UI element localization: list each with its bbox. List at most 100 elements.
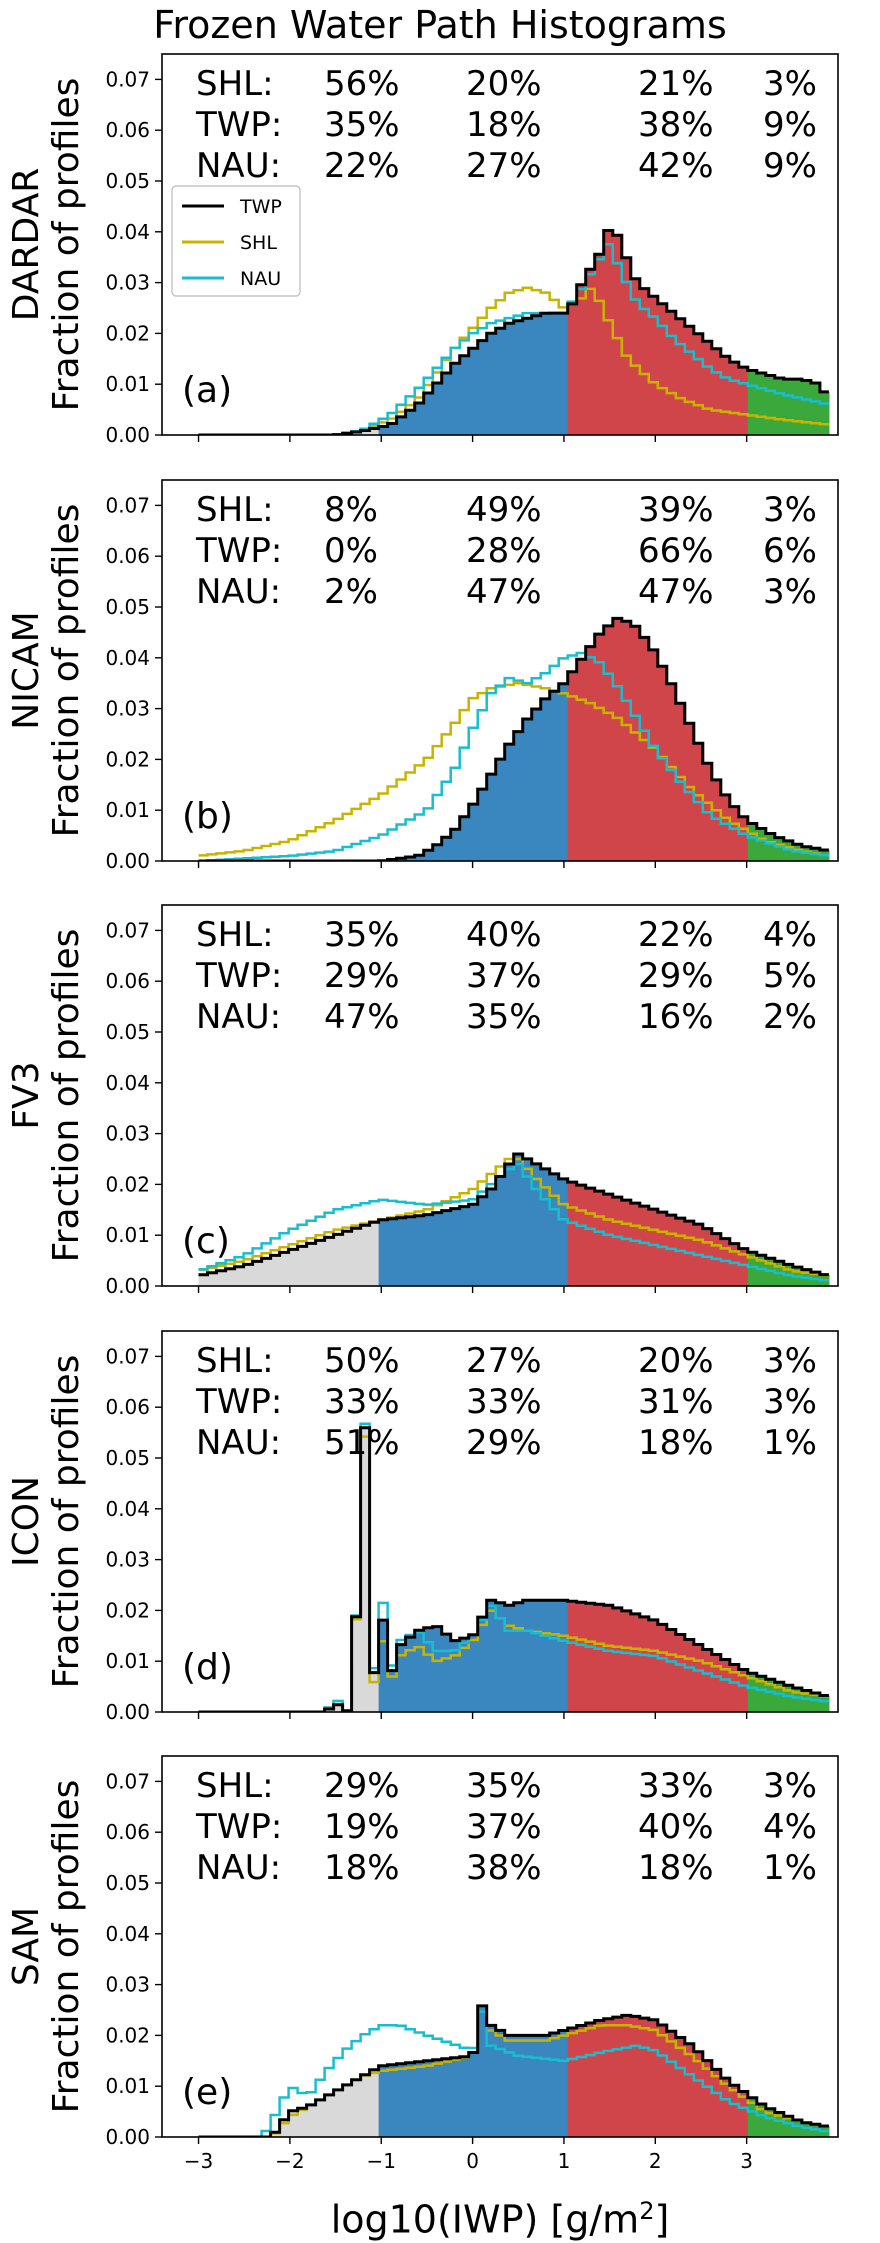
twp-fill-bin: [334, 1234, 344, 1286]
x-tick-label: 2: [649, 2149, 662, 2173]
twp-fill-bin: [289, 1249, 299, 1286]
region-label: TWP:: [195, 531, 282, 571]
twp-fill-bin: [586, 1603, 596, 1712]
twp-fill-bin: [559, 1179, 569, 1286]
twp-fill-bin: [604, 2019, 614, 2137]
x-tick-label: −3: [184, 2149, 213, 2173]
percent-value: 66%: [638, 531, 714, 571]
twp-fill-bin: [487, 1189, 497, 1286]
percent-value: 38%: [638, 105, 714, 145]
percent-value: 33%: [324, 1382, 400, 1422]
twp-fill-bin: [370, 2070, 380, 2137]
twp-fill-bin: [658, 304, 668, 435]
twp-fill-bin: [613, 1197, 623, 1286]
twp-fill-bin: [442, 2059, 452, 2137]
twp-fill-bin: [541, 1600, 551, 1712]
percent-value: 47%: [324, 997, 400, 1037]
twp-fill-bin: [595, 254, 605, 435]
y-tick-label: 0.00: [105, 1274, 150, 1298]
twp-fill-bin: [505, 1164, 515, 1286]
twp-fill-bin: [361, 2075, 371, 2137]
twp-fill-bin: [631, 2016, 641, 2137]
twp-fill-bin: [622, 1200, 632, 1286]
twp-fill-bin: [568, 2028, 578, 2137]
y-tick-label: 0.07: [105, 1344, 150, 1368]
percent-value: 1%: [763, 1848, 817, 1888]
region-label: NAU:: [196, 1848, 281, 1888]
model-name: ICON: [6, 1476, 47, 1567]
twp-fill-bin: [379, 2066, 389, 2137]
x-tick-label: 0: [466, 2149, 479, 2173]
twp-fill-bin: [550, 691, 560, 861]
model-name: FV3: [6, 1061, 47, 1129]
y-tick-label: 0.01: [105, 372, 150, 396]
percent-value: 33%: [466, 1382, 542, 1422]
twp-fill-bin: [415, 2062, 425, 2137]
region-label: NAU:: [196, 572, 281, 612]
twp-fill-bin: [712, 1654, 722, 1712]
y-tick-label: 0.01: [105, 1649, 150, 1673]
twp-fill-bin: [280, 1252, 290, 1286]
twp-fill-bin: [316, 1240, 326, 1286]
twp-fill-bin: [802, 380, 812, 435]
twp-fill-bin: [469, 348, 479, 435]
twp-fill-bin: [397, 1218, 407, 1286]
twp-fill-bin: [559, 2031, 569, 2137]
twp-fill-bin: [631, 626, 641, 861]
twp-fill-bin: [721, 1659, 731, 1712]
y-tick-label: 0.04: [105, 220, 150, 244]
twp-fill-bin: [487, 2025, 497, 2137]
twp-fill-bin: [496, 1177, 506, 1286]
region-label: NAU:: [196, 997, 281, 1037]
percent-value: 0%: [324, 531, 378, 571]
twp-fill-bin: [478, 1197, 488, 1286]
twp-fill-bin: [586, 647, 596, 861]
y-tick-label: 0.04: [105, 1922, 150, 1946]
legend-label: TWP: [239, 196, 282, 218]
percent-value: 21%: [638, 64, 714, 104]
twp-fill-bin: [613, 1608, 623, 1712]
y-axis-label: Fraction of profiles: [46, 1355, 87, 1689]
twp-fill-bin: [505, 1605, 515, 1712]
percent-value: 5%: [763, 956, 817, 996]
percent-value: 4%: [763, 1807, 817, 1847]
y-tick-label: 0.06: [105, 1395, 150, 1419]
y-tick-label: 0.00: [105, 423, 150, 447]
twp-fill-bin: [550, 313, 560, 435]
percent-value: 35%: [466, 1766, 542, 1806]
percent-value: 27%: [466, 1341, 542, 1381]
y-tick-label: 0.06: [105, 118, 150, 142]
panel-label: (d): [182, 1647, 233, 1688]
twp-fill-bin: [676, 1634, 686, 1712]
twp-fill-bin: [469, 1204, 479, 1286]
percent-value: 18%: [638, 1848, 714, 1888]
x-axis-label: log10(IWP) [g/m2]: [160, 2188, 840, 2243]
percent-value: 16%: [638, 997, 714, 1037]
percent-value: 3%: [763, 64, 817, 104]
percent-value: 3%: [763, 1341, 817, 1381]
twp-fill-bin: [388, 1219, 398, 1286]
twp-fill-bin: [649, 1620, 659, 1712]
percent-value: 38%: [466, 1848, 542, 1888]
twp-fill-bin: [307, 2105, 317, 2137]
twp-fill-bin: [667, 1629, 677, 1712]
twp-fill-bin: [460, 356, 470, 435]
y-tick-label: 0.03: [105, 697, 150, 721]
twp-fill-bin: [442, 1211, 452, 1286]
y-tick-label: 0.01: [105, 1223, 150, 1247]
y-tick-label: 0.06: [105, 969, 150, 993]
twp-fill-bin: [370, 1222, 380, 1286]
percent-value: 3%: [763, 1382, 817, 1422]
y-tick-label: 0.02: [105, 2023, 150, 2047]
twp-fill-bin: [532, 2035, 542, 2137]
twp-fill-bin: [730, 362, 740, 435]
twp-fill-bin: [343, 1231, 353, 1286]
twp-fill-bin: [667, 311, 677, 435]
twp-fill-bin: [424, 1628, 434, 1712]
twp-fill-bin: [460, 2057, 470, 2137]
panel-label: (c): [182, 1221, 230, 1262]
region-label: NAU:: [196, 146, 281, 186]
twp-fill-bin: [766, 376, 776, 435]
region-label: SHL:: [196, 915, 274, 955]
